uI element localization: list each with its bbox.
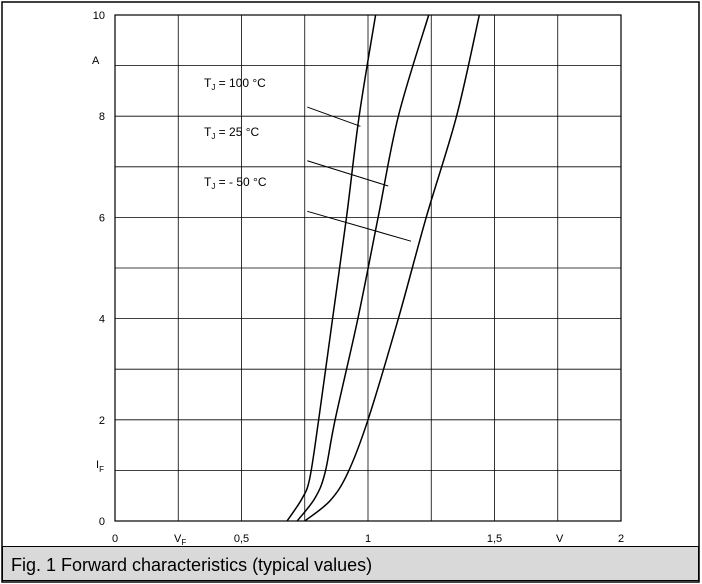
- curves: [286, 14, 481, 522]
- y-tick-label: 0: [99, 516, 105, 528]
- y-tick-label: 2: [99, 415, 105, 427]
- x-unit-label: V: [556, 533, 564, 545]
- series-line-1: [286, 14, 377, 522]
- tick-labels: 0 2 4 6 8 10 0 0,5 1 1,5 2: [93, 10, 624, 545]
- x-tick-label: 0: [112, 533, 118, 545]
- series-label-1: TJ = 100 °C: [204, 76, 266, 92]
- series-labels: TJ = 100 °C TJ = 25 °C TJ = - 50 °C: [204, 76, 267, 191]
- axis-labels: A IF VF V: [92, 55, 564, 547]
- y-tick-label: 10: [93, 10, 105, 22]
- y-tick-label: 4: [99, 314, 105, 326]
- series-label-3: TJ = - 50 °C: [204, 175, 267, 191]
- grid: [115, 15, 621, 521]
- series-line-3: [304, 14, 481, 522]
- y-tick-label: 8: [99, 111, 105, 123]
- x-axis-label: VF: [174, 533, 186, 547]
- x-tick-label: 0,5: [234, 533, 249, 545]
- series-line-2: [296, 14, 430, 522]
- leader-line-3: [307, 210, 412, 242]
- figure-caption: Fig. 1 Forward characteristics (typical …: [11, 555, 373, 575]
- x-tick-label: 2: [618, 533, 624, 545]
- figure-caption-box: Fig. 1 Forward characteristics (typical …: [2, 546, 699, 581]
- series-label-2: TJ = 25 °C: [204, 125, 260, 141]
- leader-line-2: [307, 160, 389, 187]
- y-axis-label: IF: [96, 459, 104, 474]
- y-tick-label: 6: [99, 212, 105, 224]
- y-unit-label: A: [92, 55, 100, 67]
- x-tick-label: 1,5: [487, 533, 502, 545]
- leader-line-1: [307, 106, 361, 127]
- x-tick-label: 1: [365, 533, 371, 545]
- plot-area-border: [114, 14, 622, 522]
- leader-lines: [307, 106, 412, 242]
